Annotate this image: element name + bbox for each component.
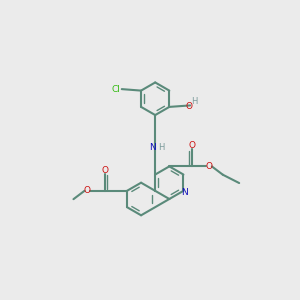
Text: Cl: Cl (112, 85, 121, 94)
Text: O: O (101, 166, 108, 175)
Text: O: O (185, 101, 192, 110)
Text: O: O (83, 186, 90, 195)
Text: O: O (206, 162, 213, 171)
Text: H: H (159, 143, 165, 152)
Text: N: N (182, 188, 188, 197)
Text: O: O (188, 141, 195, 150)
Text: H: H (191, 98, 197, 106)
Text: N: N (149, 143, 156, 152)
